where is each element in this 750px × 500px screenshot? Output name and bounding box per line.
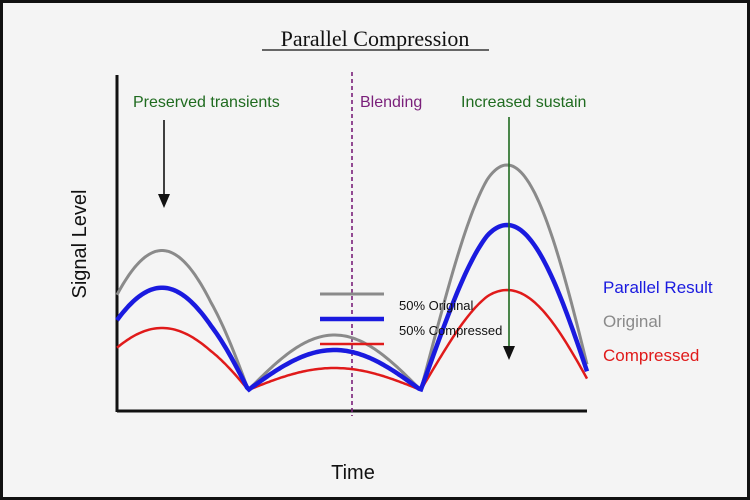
parallel-result-label: Parallel Result xyxy=(603,278,713,297)
original-label: Original xyxy=(603,312,662,331)
preserved-transients-arrow-head xyxy=(158,194,170,208)
blending-annotation: Blending xyxy=(360,94,422,111)
increased-sustain-annotation: Increased sustain xyxy=(461,94,586,111)
legend-compressed-label: 50% Compressed xyxy=(399,323,502,338)
x-axis-label: Time xyxy=(331,462,375,484)
compressed-label: Compressed xyxy=(603,346,699,365)
y-axis-label: Signal Level xyxy=(69,190,91,299)
legend-original-label: 50% Original xyxy=(399,298,474,313)
preserved-transients-annotation: Preserved transients xyxy=(133,94,280,111)
diagram-title: Parallel Compression xyxy=(281,26,470,51)
increased-sustain-arrow-head xyxy=(503,346,515,360)
